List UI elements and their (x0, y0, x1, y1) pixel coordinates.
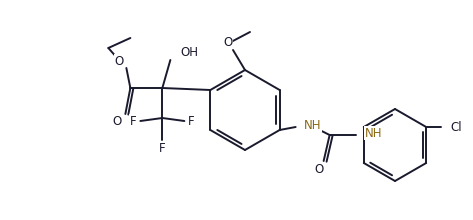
Text: F: F (130, 114, 137, 128)
Text: O: O (223, 35, 233, 48)
Text: F: F (159, 141, 166, 154)
Text: Cl: Cl (450, 121, 462, 134)
Text: O: O (115, 55, 124, 68)
Text: F: F (188, 114, 195, 128)
Text: NH: NH (365, 126, 382, 139)
Text: O: O (314, 163, 323, 176)
Text: O: O (113, 114, 122, 128)
Text: OH: OH (180, 46, 198, 59)
Text: NH: NH (304, 119, 321, 132)
